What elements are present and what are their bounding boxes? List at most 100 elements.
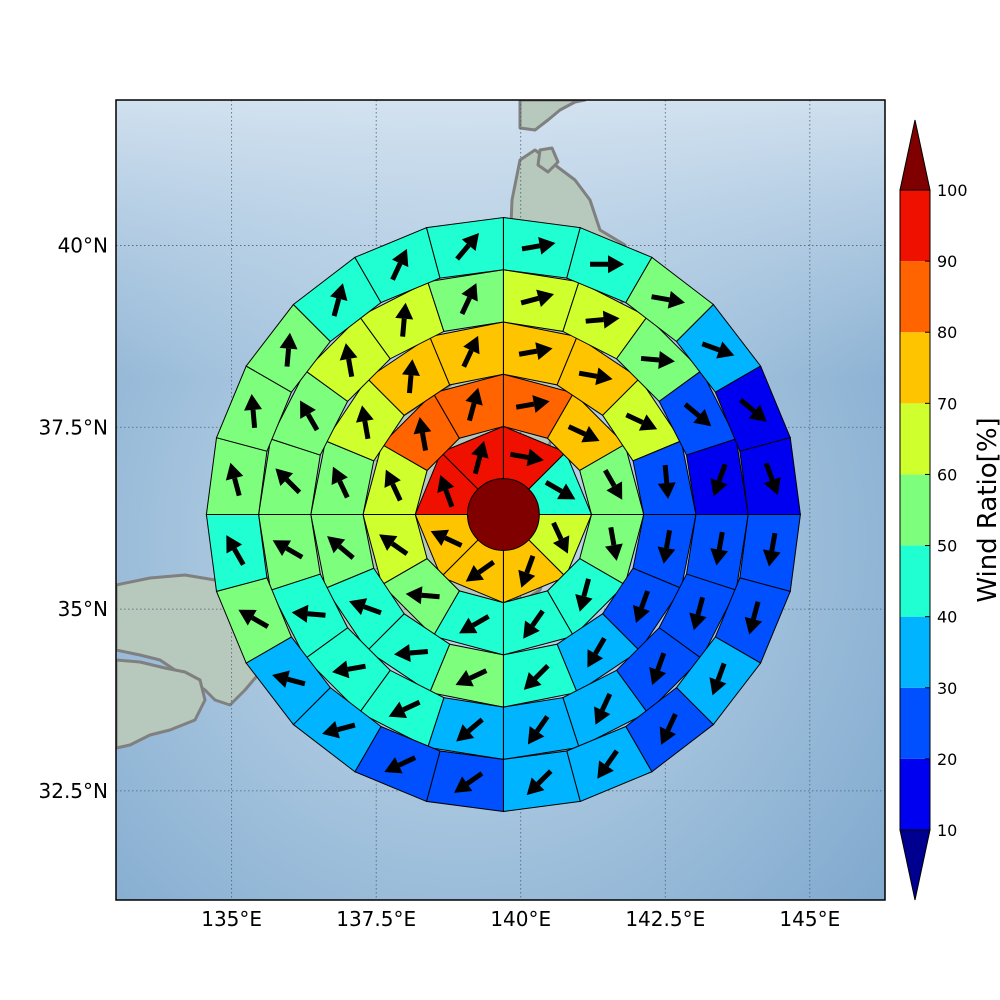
wind-sector-grid (205, 216, 801, 813)
wind-arrow-head (272, 540, 292, 557)
wind-arrow-shaft (750, 601, 761, 620)
wind-arrow (521, 236, 556, 255)
wind-arrow (701, 341, 735, 359)
wind-arrow-shaft (285, 546, 304, 560)
colorbar-frame (899, 189, 931, 831)
wind-arrow-head (716, 341, 735, 359)
wind-arrow (238, 609, 270, 629)
colorbar-tick-label: 70 (937, 394, 957, 413)
wind-arrow (226, 535, 246, 566)
wind-arrow-head (291, 604, 309, 623)
wind-arrow-shaft (402, 699, 421, 713)
wind-arrow (763, 462, 781, 496)
wind-arrow-head (594, 706, 611, 725)
wind-arrow (388, 699, 421, 718)
wind-arrow-head (657, 546, 676, 564)
wind-arrow-head (413, 417, 432, 435)
wind-arrow (384, 469, 403, 502)
wind-arrow (455, 668, 488, 687)
wind-arrow (225, 462, 244, 497)
wind-arrow-shaft (640, 355, 660, 363)
wind-arrow-shaft (337, 480, 350, 499)
map-area (116, 100, 885, 900)
wind-arrow-head (523, 620, 540, 639)
wind-arrow (331, 466, 350, 499)
wind-arrow (459, 283, 478, 316)
wind-arrow-shaft (544, 480, 563, 494)
wind-arrow (659, 712, 678, 745)
wind-arrow-shaft (603, 469, 617, 488)
wind-arrow (300, 400, 320, 432)
wind-arrow-shaft (459, 296, 472, 316)
colorbar-tick-label: 10 (937, 821, 957, 840)
wind-arrow-shaft (625, 412, 644, 425)
wind-arrow (355, 405, 374, 440)
wind-arrow-head (557, 483, 576, 500)
wind-arrow (459, 614, 490, 634)
lon-tick-label: 137.5°E (336, 907, 416, 931)
wind-arrow (762, 532, 781, 567)
wind-arrow-head (527, 726, 545, 745)
wind-arrow-shaft (521, 243, 541, 252)
wind-arrow-shaft (444, 535, 463, 548)
wind-arrow (461, 335, 480, 368)
wind-arrow-head (388, 701, 408, 718)
wind-arrow (456, 717, 484, 742)
wind-arrow-shaft (599, 692, 613, 712)
wind-arrow-shaft (651, 294, 670, 303)
colorbar-bin (900, 403, 930, 475)
colorbar-bin (900, 474, 930, 546)
wind-arrow-head (272, 670, 290, 688)
wind-arrow-head (518, 569, 536, 588)
wind-arrow-head (430, 529, 449, 547)
wind-arrow (625, 412, 658, 431)
wind-arrow (575, 578, 593, 612)
wind-arrow (465, 560, 496, 582)
wind-arrow-shaft (655, 652, 667, 671)
wind-arrow-head (322, 721, 340, 739)
wind-arrow (465, 387, 483, 422)
lat-tick-label: 37.5°N (39, 415, 109, 439)
wind-arrow-shaft (716, 531, 725, 551)
wind-arrow (518, 342, 553, 360)
wind-arrow (526, 769, 553, 796)
wind-arrow-head (395, 302, 414, 320)
wind-arrow (322, 721, 356, 739)
wind-arrow (272, 540, 304, 560)
lon-tick-label: 145°E (779, 907, 840, 931)
wind-arrow-shaft (251, 615, 270, 629)
wind-arrow (275, 468, 302, 495)
wind-arrow-head (275, 468, 294, 486)
wind-arrow-shaft (578, 370, 598, 379)
wind-arrow-shaft (524, 555, 536, 574)
wind-arrow-shaft (284, 477, 302, 495)
wind-arrow-shaft (336, 722, 356, 733)
wind-arrow-head (538, 236, 556, 255)
wind-arrow (590, 255, 625, 274)
wind-arrow (709, 662, 727, 696)
wind-arrow (455, 232, 479, 261)
wind-arrow (279, 332, 298, 367)
wind-arrow-head (463, 335, 480, 355)
wind-arrow-head (536, 289, 555, 308)
wind-arrow (744, 601, 763, 635)
wind-arrow-head (649, 667, 667, 686)
wind-arrow-shaft (362, 420, 371, 440)
colorbar-bin (900, 190, 930, 262)
wind-arrow-shaft (716, 463, 728, 483)
wind-arrow-head (762, 549, 781, 567)
wind-arrow-shaft (419, 432, 429, 451)
wind-arrow-shaft (406, 374, 414, 394)
wind-arrow-shaft (695, 596, 706, 616)
colorbar-tick-label: 60 (937, 465, 957, 484)
wind-arrow-head (379, 534, 398, 551)
wind-arrow-shaft (515, 401, 535, 410)
wind-arrow (393, 644, 429, 662)
wind-arrow-shaft (763, 462, 775, 481)
latitude-ticks: 40°N 37.5°N 35°N 32.5°N (39, 233, 109, 802)
wind-arrow (454, 771, 484, 793)
wind-arrow-head (710, 548, 729, 566)
wind-arrow-head (575, 593, 593, 612)
wind-arrow-head (608, 255, 625, 274)
